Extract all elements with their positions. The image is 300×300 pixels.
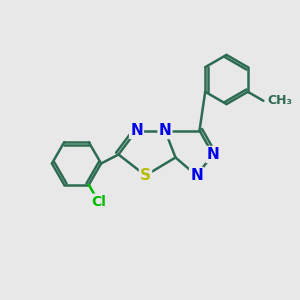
Text: Cl: Cl: [91, 195, 106, 209]
Text: N: N: [130, 123, 143, 138]
Text: CH₃: CH₃: [267, 94, 292, 107]
Text: N: N: [207, 147, 219, 162]
Text: S: S: [140, 168, 151, 183]
Text: N: N: [159, 123, 171, 138]
Text: N: N: [190, 168, 203, 183]
